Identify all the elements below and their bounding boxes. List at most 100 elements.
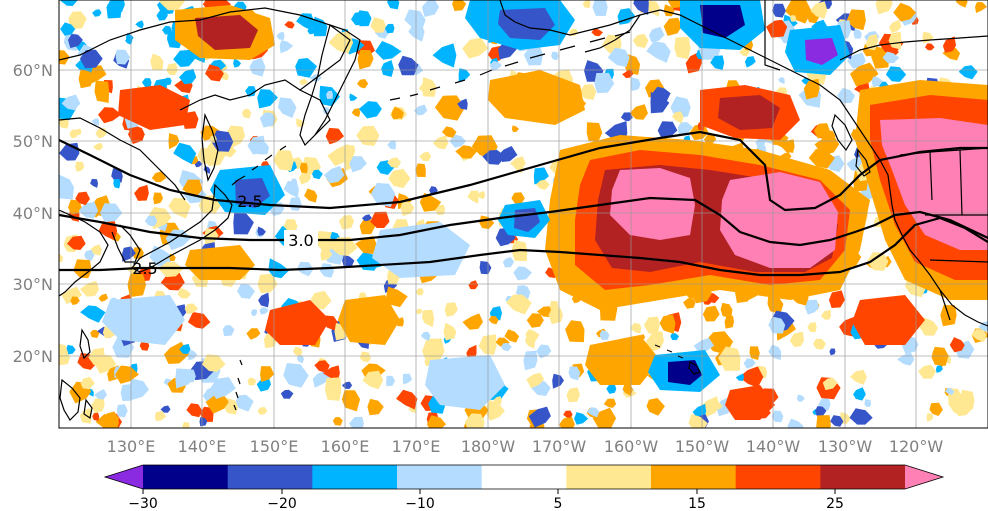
colorbar-segment: [820, 465, 906, 489]
anomaly-speckle-cell: [326, 90, 333, 99]
cool-anomaly-west-subtropical: [102, 295, 185, 345]
anomaly-speckle-cell: [59, 174, 74, 200]
border-us-states: [925, 149, 988, 263]
anomaly-speckle-cell: [805, 299, 820, 315]
anomaly-speckle-cell: [387, 140, 397, 150]
lat-label-60n: 60°N: [13, 61, 53, 80]
anomaly-speckle-cell: [296, 355, 305, 364]
anomaly-speckle-cell: [949, 337, 965, 353]
anomaly-speckle-cell: [683, 298, 696, 309]
anomaly-speckle-cell: [98, 221, 118, 241]
anomaly-speckle-cell: [871, 76, 883, 87]
coastline-alaska-peninsula: [584, 14, 641, 53]
anomaly-speckle-cell: [493, 396, 502, 405]
anomaly-speckle-cell: [498, 146, 518, 162]
anomaly-speckle-cell: [78, 69, 93, 89]
anomaly-speckle-cell: [186, 403, 202, 418]
anomaly-speckle-cell: [462, 313, 483, 330]
anomaly-speckle-cell: [846, 156, 863, 172]
anomaly-speckle-cell: [116, 404, 128, 418]
anomaly-speckle-cell: [846, 9, 866, 31]
anomaly-speckle-cell: [415, 308, 423, 315]
anomaly-speckle-cell: [388, 168, 411, 189]
anomaly-speckle-cell: [458, 68, 471, 83]
anomaly-speckle-cell: [127, 273, 147, 298]
contour-label-group: 2.5 3.0 2.5: [132, 192, 318, 278]
colorbar-segments: [105, 465, 943, 489]
anomaly-speckle-cell: [260, 366, 275, 383]
anomaly-speckle-cell: [125, 33, 134, 41]
anomaly-speckle-cell: [75, 128, 82, 136]
latitude-labels: 60°N 50°N 40°N 30°N 20°N: [13, 61, 53, 366]
anomaly-speckle-cell: [205, 394, 229, 414]
anomaly-speckle-cell: [159, 0, 185, 11]
anomaly-speckle-cell: [867, 251, 889, 271]
anomaly-speckle-cell: [314, 360, 330, 374]
lon-label-150w: 150°W: [675, 437, 730, 456]
anomaly-speckle-cell: [864, 399, 872, 407]
anomaly-speckle-cell: [158, 261, 184, 278]
anomaly-speckle-cell: [304, 188, 318, 203]
anomaly-speckle-cell: [341, 381, 353, 389]
lon-label-130w: 130°W: [818, 437, 873, 456]
anomaly-speckle-cell: [820, 309, 832, 320]
anomaly-speckle-cell: [256, 377, 271, 392]
anomaly-speckle-cell: [200, 125, 222, 141]
anomaly-speckle-cell: [80, 376, 95, 390]
anomaly-speckle-cell: [324, 165, 345, 184]
anomaly-speckle-cell: [349, 156, 367, 173]
anomaly-speckle-cell: [467, 190, 479, 204]
anomaly-speckle-cell: [513, 266, 533, 281]
anomaly-speckle-cell: [80, 305, 106, 323]
anomaly-speckle-cell: [971, 329, 987, 342]
anomaly-speckle-cell: [386, 375, 396, 387]
anomaly-speckle-cell: [166, 63, 178, 76]
colorbar-label-neg10: −10: [405, 496, 435, 511]
lat-label-50n: 50°N: [13, 132, 53, 151]
anomaly-speckle-cell: [356, 10, 372, 27]
anomaly-speckle-cell: [98, 293, 109, 302]
warm-anomaly-central-pacific-pink-east: [720, 172, 838, 268]
anomaly-speckle-cell: [462, 37, 489, 59]
anomaly-speckle-cell: [249, 57, 266, 77]
anomaly-speckle-cell: [258, 292, 270, 308]
anomaly-speckle-cell: [93, 142, 104, 151]
anomaly-speckle-cell: [233, 211, 254, 235]
anomaly-speckle-cell: [241, 108, 252, 119]
anomaly-speckle-cell: [396, 389, 418, 410]
anomaly-speckle-cell: [772, 3, 786, 18]
anomaly-speckle-cell: [80, 280, 100, 297]
anomaly-speckle-cell: [175, 368, 192, 389]
contour-label-north: 2.5: [237, 192, 262, 211]
anomaly-speckle-cell: [523, 350, 538, 371]
anomaly-speckle-cell: [402, 373, 413, 385]
anomaly-speckle-cell: [154, 411, 167, 422]
coastline-alaska: [499, 0, 851, 116]
anomaly-speckle-cell: [323, 365, 340, 381]
colorbar-segment: [227, 465, 313, 489]
anomaly-speckle-cell: [299, 79, 308, 85]
anomaly-speckle-cell: [153, 192, 163, 205]
cool-anomaly-canada-north-purple: [805, 38, 838, 65]
lon-label-160e: 160°E: [321, 437, 370, 456]
colorbar-segment: [735, 465, 821, 489]
anomaly-speckle-cell: [432, 135, 449, 150]
anomaly-speckle-cell: [457, 98, 468, 110]
anomaly-speckle-cell: [735, 373, 745, 381]
colorbar-label-25: 25: [826, 496, 844, 511]
warm-anomaly-gulf-alaska-darkred: [718, 95, 780, 130]
colorbar-extend-high: [905, 465, 943, 489]
anomaly-speckle-cell: [160, 272, 185, 291]
anomaly-speckle-cell: [75, 191, 90, 206]
lon-label-180w: 180°W: [461, 437, 516, 456]
lon-label-160w: 160°W: [604, 437, 659, 456]
anomaly-speckle-cell: [75, 161, 85, 172]
anomaly-speckle-cell: [387, 0, 400, 10]
anomaly-speckle-cell: [511, 192, 525, 205]
anomaly-speckle-cell: [59, 253, 64, 263]
anomaly-speckle-cell: [893, 2, 917, 22]
anomaly-speckle-cell: [426, 415, 447, 428]
anomaly-speckle-cell: [630, 77, 641, 92]
colorbar: −30 −20 −10 5 15 25: [103, 464, 945, 511]
anomaly-speckle-cell: [807, 322, 817, 333]
